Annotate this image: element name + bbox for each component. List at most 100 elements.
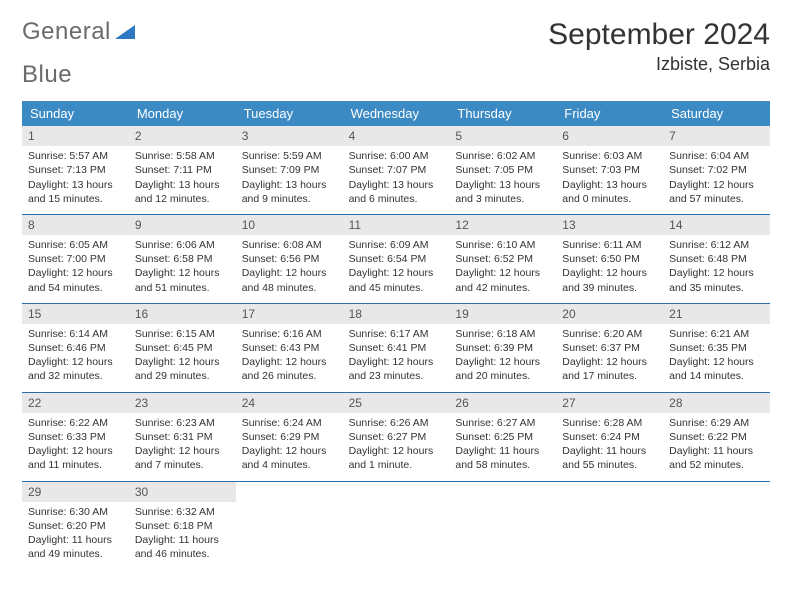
day-number: 6	[556, 126, 663, 146]
week-row: 1 Sunrise: 5:57 AMSunset: 7:13 PM Daylight…	[22, 126, 770, 215]
sunset-line: Sunset: 6:48 PM	[669, 252, 764, 266]
day-number: 23	[129, 393, 236, 413]
daylight-line: Daylight: 13 hours and 9 minutes.	[242, 178, 337, 206]
sunrise-line: Sunrise: 6:03 AM	[562, 149, 657, 163]
weekday-header: Friday	[556, 101, 663, 126]
daylight-line: Daylight: 12 hours and 42 minutes.	[455, 266, 550, 294]
day-number: 28	[663, 393, 770, 413]
day-number: 29	[22, 482, 129, 502]
daylight-line: Daylight: 12 hours and 54 minutes.	[28, 266, 123, 294]
sunset-line: Sunset: 6:29 PM	[242, 430, 337, 444]
day-cell: 29Sunrise: 6:30 AMSunset: 6:20 PMDayligh…	[22, 482, 129, 570]
day-number: 17	[236, 304, 343, 324]
daylight-line: Daylight: 12 hours and 45 minutes.	[349, 266, 444, 294]
sunset-line: Sunset: 6:18 PM	[135, 519, 230, 533]
sunset-line: Sunset: 6:56 PM	[242, 252, 337, 266]
sunrise-line: Sunrise: 6:02 AM	[455, 149, 550, 163]
day-number: 11	[343, 215, 450, 235]
empty-cell	[343, 482, 450, 570]
daylight-line: Daylight: 12 hours and 48 minutes.	[242, 266, 337, 294]
day-cell: 21Sunrise: 6:21 AMSunset: 6:35 PMDayligh…	[663, 304, 770, 392]
sunrise-line: Sunrise: 6:09 AM	[349, 238, 444, 252]
daylight-line: Daylight: 13 hours and 0 minutes.	[562, 178, 657, 206]
sunset-line: Sunset: 7:09 PM	[242, 163, 337, 177]
daylight-line: Daylight: 12 hours and 57 minutes.	[669, 178, 764, 206]
sunrise-line: Sunrise: 5:57 AM	[28, 149, 123, 163]
day-number: 20	[556, 304, 663, 324]
day-number: 24	[236, 393, 343, 413]
day-cell: 15Sunrise: 6:14 AMSunset: 6:46 PMDayligh…	[22, 304, 129, 392]
day-number: 4	[343, 126, 450, 146]
sunset-line: Sunset: 6:43 PM	[242, 341, 337, 355]
sunset-line: Sunset: 6:31 PM	[135, 430, 230, 444]
day-number: 3	[236, 126, 343, 146]
sunrise-line: Sunrise: 6:22 AM	[28, 416, 123, 430]
week-row: 22Sunrise: 6:22 AMSunset: 6:33 PMDayligh…	[22, 393, 770, 482]
daylight-line: Daylight: 13 hours and 3 minutes.	[455, 178, 550, 206]
sunrise-line: Sunrise: 6:10 AM	[455, 238, 550, 252]
daylight-line: Daylight: 12 hours and 29 minutes.	[135, 355, 230, 383]
daylight-line: Daylight: 12 hours and 4 minutes.	[242, 444, 337, 472]
sunset-line: Sunset: 7:13 PM	[28, 163, 123, 177]
day-cell: 23Sunrise: 6:23 AMSunset: 6:31 PMDayligh…	[129, 393, 236, 481]
sunrise-line: Sunrise: 6:24 AM	[242, 416, 337, 430]
day-number: 21	[663, 304, 770, 324]
day-number: 14	[663, 215, 770, 235]
sunset-line: Sunset: 6:22 PM	[669, 430, 764, 444]
logo: General	[22, 18, 137, 46]
day-number: 5	[449, 126, 556, 146]
daylight-line: Daylight: 12 hours and 1 minute.	[349, 444, 444, 472]
empty-cell	[663, 482, 770, 570]
daylight-line: Daylight: 11 hours and 49 minutes.	[28, 533, 123, 561]
day-number: 19	[449, 304, 556, 324]
sunset-line: Sunset: 7:02 PM	[669, 163, 764, 177]
sunrise-line: Sunrise: 5:58 AM	[135, 149, 230, 163]
sunset-line: Sunset: 7:07 PM	[349, 163, 444, 177]
daylight-line: Daylight: 12 hours and 20 minutes.	[455, 355, 550, 383]
sunset-line: Sunset: 6:35 PM	[669, 341, 764, 355]
day-cell: 16Sunrise: 6:15 AMSunset: 6:45 PMDayligh…	[129, 304, 236, 392]
sunrise-line: Sunrise: 6:18 AM	[455, 327, 550, 341]
day-number: 1	[22, 126, 129, 146]
day-cell: 10Sunrise: 6:08 AMSunset: 6:56 PMDayligh…	[236, 215, 343, 303]
sunset-line: Sunset: 6:20 PM	[28, 519, 123, 533]
empty-cell	[236, 482, 343, 570]
day-number: 22	[22, 393, 129, 413]
sunrise-line: Sunrise: 6:12 AM	[669, 238, 764, 252]
sunrise-line: Sunrise: 6:20 AM	[562, 327, 657, 341]
sunrise-line: Sunrise: 6:16 AM	[242, 327, 337, 341]
sunrise-line: Sunrise: 6:28 AM	[562, 416, 657, 430]
calendar: SundayMondayTuesdayWednesdayThursdayFrid…	[22, 101, 770, 569]
sunset-line: Sunset: 6:41 PM	[349, 341, 444, 355]
day-cell: 30Sunrise: 6:32 AMSunset: 6:18 PMDayligh…	[129, 482, 236, 570]
daylight-line: Daylight: 12 hours and 17 minutes.	[562, 355, 657, 383]
day-number: 12	[449, 215, 556, 235]
day-cell: 4Sunrise: 6:00 AMSunset: 7:07 PMDaylight…	[343, 126, 450, 214]
day-cell: 3 Sunrise: 5:59 AMSunset: 7:09 PMDaylight…	[236, 126, 343, 214]
day-cell: 6Sunrise: 6:03 AMSunset: 7:03 PMDaylight…	[556, 126, 663, 214]
sunrise-line: Sunrise: 6:05 AM	[28, 238, 123, 252]
daylight-line: Daylight: 12 hours and 35 minutes.	[669, 266, 764, 294]
day-cell: 25Sunrise: 6:26 AMSunset: 6:27 PMDayligh…	[343, 393, 450, 481]
logo-triangle-icon	[115, 23, 137, 41]
day-cell: 2Sunrise: 5:58 AMSunset: 7:11 PMDaylight…	[129, 126, 236, 214]
day-number: 26	[449, 393, 556, 413]
daylight-line: Daylight: 11 hours and 52 minutes.	[669, 444, 764, 472]
day-cell: 11Sunrise: 6:09 AMSunset: 6:54 PMDayligh…	[343, 215, 450, 303]
daylight-line: Daylight: 12 hours and 32 minutes.	[28, 355, 123, 383]
weekday-header-row: SundayMondayTuesdayWednesdayThursdayFrid…	[22, 101, 770, 126]
sunset-line: Sunset: 7:11 PM	[135, 163, 230, 177]
day-cell: 20Sunrise: 6:20 AMSunset: 6:37 PMDayligh…	[556, 304, 663, 392]
day-number: 8	[22, 215, 129, 235]
sunset-line: Sunset: 7:05 PM	[455, 163, 550, 177]
logo-text-blue: Blue	[22, 61, 770, 89]
sunset-line: Sunset: 6:58 PM	[135, 252, 230, 266]
sunrise-line: Sunrise: 5:59 AM	[242, 149, 337, 163]
day-cell: 9Sunrise: 6:06 AMSunset: 6:58 PMDaylight…	[129, 215, 236, 303]
day-number: 18	[343, 304, 450, 324]
daylight-line: Daylight: 12 hours and 11 minutes.	[28, 444, 123, 472]
sunset-line: Sunset: 6:50 PM	[562, 252, 657, 266]
day-number: 16	[129, 304, 236, 324]
weekday-header: Tuesday	[236, 101, 343, 126]
day-cell: 24 Sunrise: 6:24 AMSunset: 6:29 PMDayligh…	[236, 393, 343, 481]
